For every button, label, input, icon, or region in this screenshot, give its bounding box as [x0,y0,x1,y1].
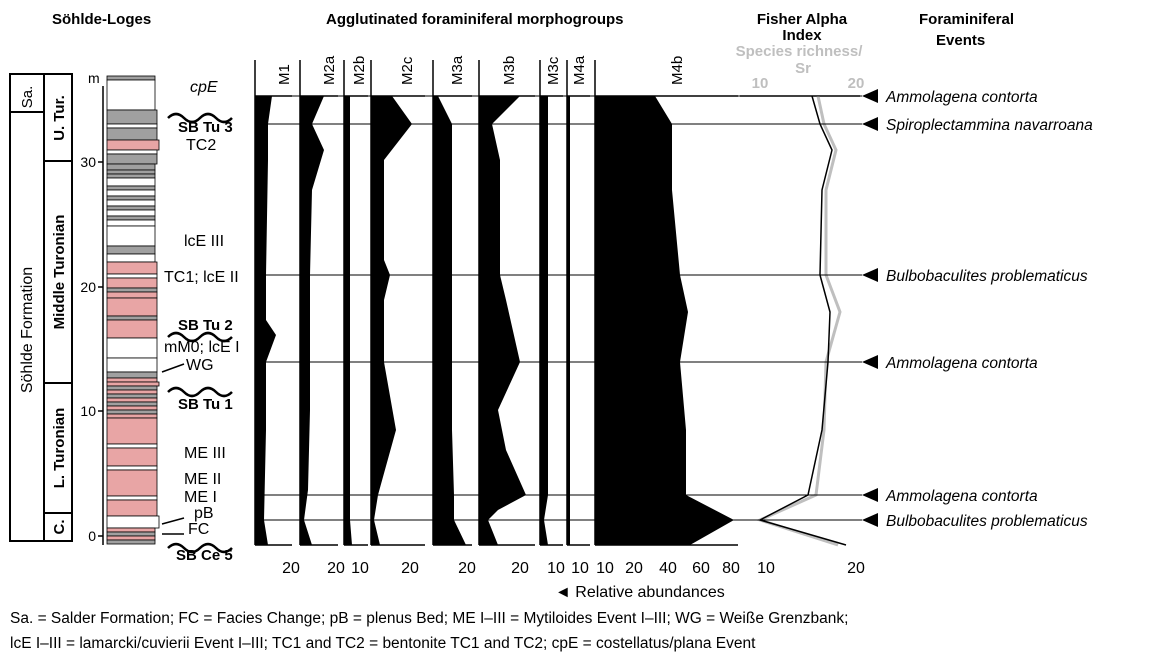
tc1-lce2-label: TC1; lcE II [164,269,239,286]
lithology-column [106,75,160,545]
morphogroup-panels: M1 M2a M2b M2c M3a M3b M3c M4a M4b [254,55,738,545]
depth-tick-0: 0 [88,528,96,544]
richness-header-1: Species richness/ [736,43,864,60]
m4a-axis-10: 10 [571,560,589,577]
m4a-label: M4a [571,55,588,85]
event-arrow-3 [862,268,878,282]
m4b-axis-20: 20 [625,560,643,577]
species-richness-curve [755,95,842,547]
fc-label: FC [188,521,209,538]
salder-label: Sa. [19,86,36,109]
events-header-1: Foraminiferal [919,11,1014,28]
event-lines [255,95,862,521]
event-ammolagena-2: Ammolagena contorta [885,355,1038,372]
lce3-label: lcE III [184,233,224,250]
m3c-label: M3c [545,56,562,85]
m1-axis-20: 20 [282,560,300,577]
richness-header-2: Sr [795,60,811,77]
m3a-label: M3a [449,55,466,85]
formation-label: Söhlde Formation [19,267,36,393]
strat-labels: cpE SB Tu 3 TC2 lcE III TC1; lcE II SB T… [161,79,240,564]
fisher-axis-20: 20 [847,560,865,577]
chronostratigraphy-column [43,73,73,542]
m4b-axis-40: 40 [659,560,677,577]
m2c-label: M2c [399,56,416,85]
morphogroup-axes: 20 20 10 20 20 20 10 10 10 20 40 60 80 ◄… [255,544,740,601]
figure-caption: Sa. = Salder Formation; FC = Facies Chan… [10,606,1145,656]
depth-tick-20: 20 [80,279,96,295]
m2a-axis-20: 20 [327,560,345,577]
depth-unit: m [88,70,100,86]
pb-label: pB [194,505,214,522]
sb-tu3-label: SB Tu 3 [178,119,233,136]
event-ammolagena-3: Ammolagena contorta [885,488,1038,505]
fisher-header-1: Fisher Alpha [757,11,848,28]
m2c-axis-20: 20 [401,560,419,577]
m4b-label: M4b [669,56,686,85]
sb-tu1-label: SB Tu 1 [178,396,233,413]
m2b-label: M2b [351,56,368,85]
diversity-panel: 10 20 10 20 [740,75,865,577]
m4b-axis-80: 80 [722,560,740,577]
m2a-label: M2a [321,55,338,85]
caption-line-2: lcE I–III = lamarcki/cuvierii Event I–II… [10,635,756,652]
chrono-u-tur: U. Tur. [51,95,68,141]
m1-label: M1 [276,64,293,85]
event-bulbobaculites-1: Bulbobaculites problematicus [886,268,1088,285]
events-header-2: Events [936,32,985,49]
event-arrow-1 [862,89,878,103]
depth-ticks [98,161,103,537]
cpe-label: cpE [190,79,218,96]
morphogroups-header: Agglutinated foraminiferal morphogroups [326,11,624,28]
me3-label: ME III [184,445,226,462]
chrono-middle-turonian: Middle Turonian [51,215,68,330]
wg-label: WG [186,357,214,374]
event-bulbobaculites-2: Bulbobaculites problematicus [886,513,1088,530]
event-spiroplectammina: Spiroplectammina navarroana [886,117,1093,134]
caption-line-1: Sa. = Salder Formation; FC = Facies Chan… [10,610,849,627]
m3c-axis-10: 10 [547,560,565,577]
sb-tu2-label: SB Tu 2 [178,317,233,334]
relative-abundances-label: ◄ Relative abundances [555,584,725,601]
depth-tick-30: 30 [80,154,96,170]
m4b-axis-10: 10 [596,560,614,577]
m3b-axis-20: 20 [511,560,529,577]
event-arrow-5 [862,488,878,502]
section-header: Söhlde-Loges [52,11,151,28]
m3b-label: M3b [501,56,518,85]
fisher-axis-10: 10 [757,560,775,577]
richness-axis-20: 20 [848,75,865,92]
me1-label: ME I [184,489,217,506]
tc2-label: TC2 [186,137,216,154]
event-arrow-6 [862,513,878,527]
me2-label: ME II [184,471,221,488]
m4b-axis-60: 60 [692,560,710,577]
stratigraphic-figure: Söhlde-Loges Agglutinated foraminiferal … [9,11,1093,601]
event-arrows [862,89,878,527]
depth-tick-10: 10 [80,403,96,419]
m2b-axis-10: 10 [351,560,369,577]
event-arrow-4 [862,355,878,369]
richness-axis-10: 10 [752,75,769,92]
chrono-c: C. [51,520,68,535]
mm0-lce1-label: mM0; lcE I [164,339,240,356]
event-arrow-2 [862,117,878,131]
chrono-l-turonian: L. Turonian [51,408,68,489]
fisher-alpha-curve [757,95,847,546]
event-ammolagena-1: Ammolagena contorta [885,89,1038,106]
m3a-axis-20: 20 [458,560,476,577]
sb-ce5-label: SB Ce 5 [176,547,233,564]
fisher-header-2: Index [782,27,822,44]
